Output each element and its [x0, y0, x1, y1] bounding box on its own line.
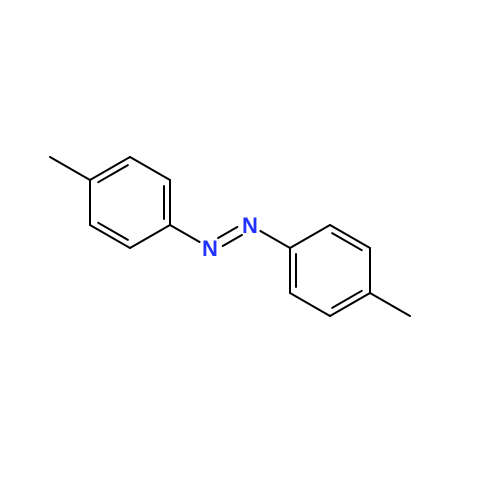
nitrogen-label: N	[242, 213, 258, 238]
bond	[218, 227, 237, 238]
molecule-canvas: NN	[0, 0, 500, 500]
bond	[223, 235, 242, 246]
bond	[260, 231, 290, 248]
bond	[290, 225, 330, 248]
bond	[290, 293, 330, 316]
nitrogen-label: N	[202, 236, 218, 261]
bond	[170, 225, 200, 242]
bond	[370, 293, 410, 316]
bond	[130, 225, 170, 248]
bond	[130, 157, 170, 180]
bond	[50, 157, 90, 180]
